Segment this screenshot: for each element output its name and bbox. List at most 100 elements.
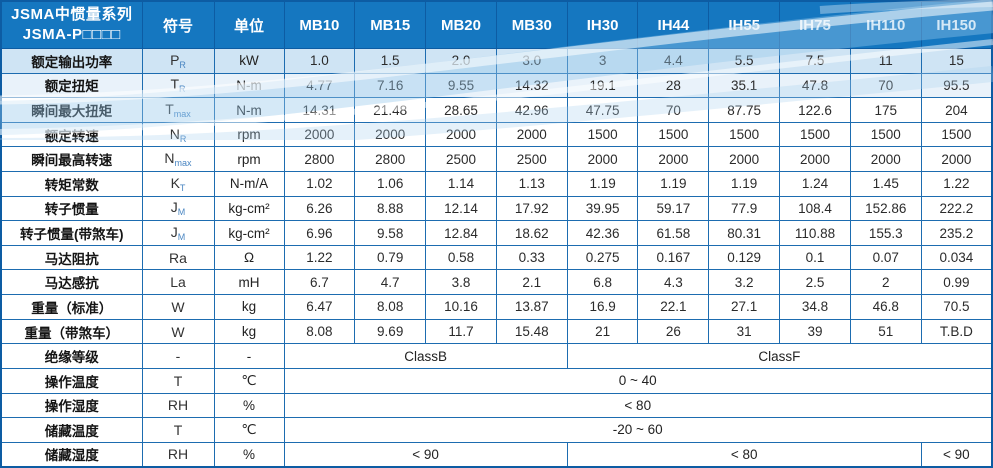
merged-value-cell: < 80 xyxy=(283,392,993,419)
value-cell-ih30: 19.1 xyxy=(566,72,639,99)
value-cell-ih110: 2 xyxy=(849,269,922,296)
value-cell-mb20: 2000 xyxy=(425,121,497,148)
value-cell-ih55: 2000 xyxy=(708,146,781,173)
value-cell-ih110: 1500 xyxy=(849,121,922,148)
value-cell-ih150: 1.22 xyxy=(920,171,993,197)
value-cell-mb15: 8.08 xyxy=(354,294,427,320)
row-label: 额定转速 xyxy=(0,121,143,148)
symbol-subscript: max xyxy=(174,158,192,169)
symbol-subscript: M xyxy=(177,232,186,243)
spec-table-header: JSMA中惯量系列 JSMA-P□□□□ 符号 单位 MB10 MB15 MB20 M… xyxy=(0,0,993,49)
value-cell-mb10: 6.7 xyxy=(283,269,356,296)
value-cell-ih30: 16.9 xyxy=(566,294,639,320)
merged-value-cell: 0 ~ 40 xyxy=(283,367,993,394)
row-label: 操作温度 xyxy=(0,367,143,394)
value-cell-mb15: 0.79 xyxy=(354,244,427,271)
symbol-main: N xyxy=(164,150,175,167)
symbol-subscript: R xyxy=(179,84,186,95)
value-cell-ih150: 235.2 xyxy=(920,220,993,246)
value-cell-ih55: 0.129 xyxy=(708,244,781,271)
row-label: 转矩常数 xyxy=(0,171,143,197)
unit-cell: mH xyxy=(213,269,285,296)
value-cell-ih44: 1.19 xyxy=(637,171,710,197)
value-cell-ih150: 70.5 xyxy=(920,294,993,320)
value-cell-ih110: 2000 xyxy=(849,146,922,173)
model-header-ih75: IH75 xyxy=(779,0,851,49)
value-cell-ih30: 3 xyxy=(566,48,639,74)
unit-cell: rpm xyxy=(213,146,285,173)
value-cell-ih150: 222.2 xyxy=(920,195,993,222)
column-header-unit: 单位 xyxy=(213,0,285,49)
spec-row-merged: 操作温度 T ℃ 0 ~ 40 xyxy=(0,367,993,394)
value-cell-ih44: 1500 xyxy=(637,121,710,148)
value-cell-ih30: 39.95 xyxy=(566,195,639,222)
value-cell-ih75: 47.8 xyxy=(779,72,851,99)
spec-row: 转矩常数 KT N-m/A 1.02 1.06 1.14 1.13 1.19 1.19 1.19 1… xyxy=(0,171,993,197)
value-cell-ih110: 155.3 xyxy=(849,220,922,246)
symbol-main: W xyxy=(171,298,185,315)
symbol-cell: W xyxy=(141,294,215,320)
row-label: 马达阻抗 xyxy=(0,244,143,271)
symbol-subscript: R xyxy=(179,59,186,70)
row-label: 储藏湿度 xyxy=(0,441,143,468)
value-cell-ih55: 77.9 xyxy=(708,195,781,222)
value-cell-ih75: 39 xyxy=(779,318,851,345)
value-cell-mb20: 12.84 xyxy=(425,220,497,246)
symbol-main: J xyxy=(170,224,178,241)
value-cell-mb30: 15.48 xyxy=(495,318,568,345)
value-cell-mb30: 1.13 xyxy=(495,171,568,197)
value-cell-mb15: 8.88 xyxy=(354,195,427,222)
unit-cell: ℃ xyxy=(213,417,285,443)
model-header-mb10: MB10 xyxy=(283,0,356,49)
unit-cell: N-m xyxy=(213,72,285,99)
spec-row: 转子惯量(带煞车) JM kg-cm² 6.96 9.58 12.84 18.62 42.36… xyxy=(0,220,993,246)
row-label: 转子惯量(带煞车) xyxy=(0,220,143,246)
value-cell-mb15: 21.48 xyxy=(354,97,427,123)
header-row: JSMA中惯量系列 JSMA-P□□□□ 符号 单位 MB10 MB15 MB20 M… xyxy=(0,0,993,49)
unit-cell: kg-cm² xyxy=(213,220,285,246)
symbol-cell: TR xyxy=(141,72,215,99)
value-cell-ih110: 175 xyxy=(849,97,922,123)
value-cell-ih44: 0.167 xyxy=(637,244,710,271)
value-cell-ih150: 2000 xyxy=(920,146,993,173)
value-cell-ih110: 0.07 xyxy=(849,244,922,271)
value-cell-ih30: 0.275 xyxy=(566,244,639,271)
symbol-main: RH xyxy=(167,446,189,463)
value-cell-mb30: 3.0 xyxy=(495,48,568,74)
spec-row-merged: 绝缘等级 - - ClassB ClassF xyxy=(0,343,993,369)
symbol-main: T xyxy=(173,421,183,438)
row-label: 马达感抗 xyxy=(0,269,143,296)
symbol-cell: - xyxy=(141,343,215,369)
symbol-main: T xyxy=(165,101,174,118)
symbol-main: - xyxy=(175,348,181,365)
value-cell-ih44: 61.58 xyxy=(637,220,710,246)
merged-value-cell: -20 ~ 60 xyxy=(283,417,993,443)
value-cell-ih150: 95.5 xyxy=(920,72,993,99)
unit-cell: rpm xyxy=(213,121,285,148)
value-cell-ih75: 122.6 xyxy=(779,97,851,123)
symbol-cell: Tmax xyxy=(141,97,215,123)
value-cell-mb10: 2000 xyxy=(283,121,356,148)
model-header-ih44: IH44 xyxy=(637,0,710,49)
value-cell-ih44: 22.1 xyxy=(637,294,710,320)
merged-value-cell: < 80 xyxy=(566,441,922,468)
value-cell-ih30: 21 xyxy=(566,318,639,345)
value-cell-ih75: 0.1 xyxy=(779,244,851,271)
value-cell-mb30: 18.62 xyxy=(495,220,568,246)
value-cell-ih44: 2000 xyxy=(637,146,710,173)
value-cell-mb20: 3.8 xyxy=(425,269,497,296)
value-cell-ih30: 1500 xyxy=(566,121,639,148)
symbol-cell: T xyxy=(141,417,215,443)
value-cell-ih75: 7.5 xyxy=(779,48,851,74)
value-cell-mb10: 4.77 xyxy=(283,72,356,99)
value-cell-ih55: 80.31 xyxy=(708,220,781,246)
value-cell-mb10: 6.26 xyxy=(283,195,356,222)
spec-row-merged: 储藏温度 T ℃ -20 ~ 60 xyxy=(0,417,993,443)
value-cell-mb20: 2500 xyxy=(425,146,497,173)
value-cell-ih30: 2000 xyxy=(566,146,639,173)
value-cell-ih55: 27.1 xyxy=(708,294,781,320)
value-cell-ih55: 5.5 xyxy=(708,48,781,74)
column-header-symbol: 符号 xyxy=(141,0,215,49)
